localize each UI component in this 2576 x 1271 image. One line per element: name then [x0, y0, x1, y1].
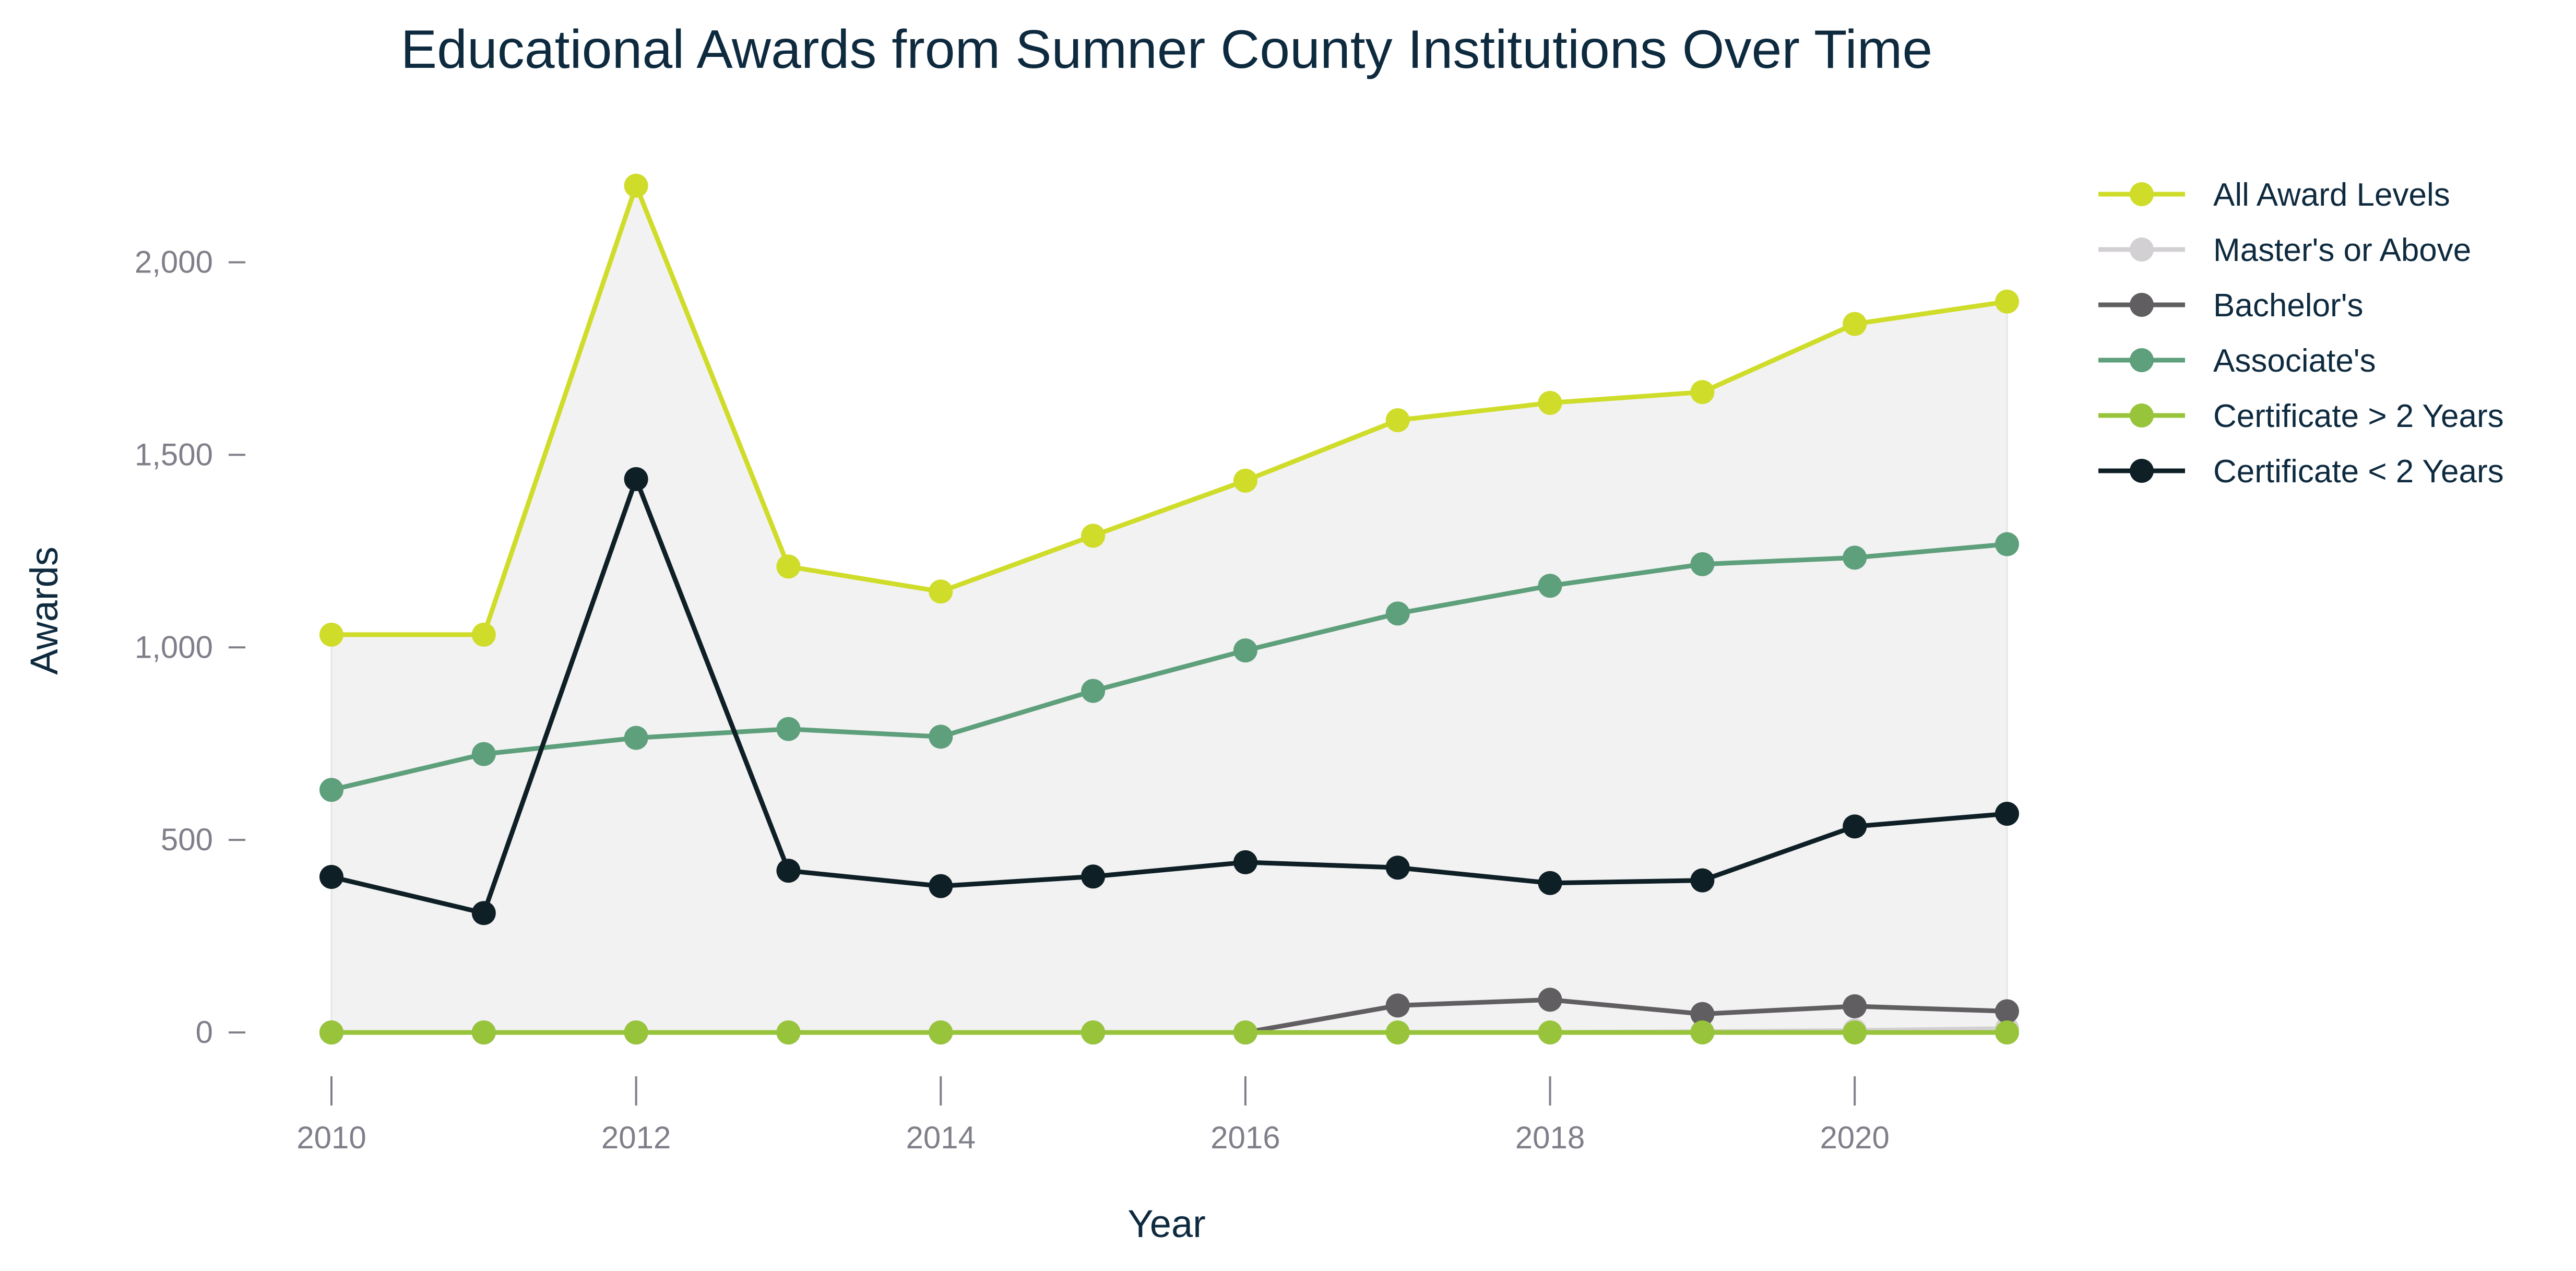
y-tick-label: 2,000	[135, 245, 213, 280]
data-point	[1385, 993, 1410, 1018]
series-line-certificate-2-years	[330, 477, 2008, 916]
data-point	[319, 778, 343, 802]
y-tick-label: 500	[161, 822, 213, 857]
data-point	[471, 901, 496, 925]
plot-area	[319, 173, 2019, 1044]
legend-item: Certificate < 2 Years	[2098, 454, 2504, 490]
series-layer	[319, 173, 2019, 1044]
data-point	[319, 864, 343, 889]
data-point	[1690, 380, 1715, 405]
y-tick-label: 0	[196, 1015, 213, 1050]
data-point	[1995, 999, 2019, 1024]
series-line-associate-s	[330, 542, 2008, 792]
data-point	[1690, 1020, 1715, 1044]
data-point	[1385, 1020, 1410, 1044]
legend-swatch-marker	[2130, 237, 2154, 262]
data-point	[1995, 1020, 2019, 1044]
series-certificate-2-years	[319, 1020, 2019, 1044]
data-point	[1385, 408, 1410, 433]
data-point	[1538, 871, 1562, 895]
data-point	[471, 622, 496, 647]
data-point	[1385, 601, 1410, 626]
legend-swatch-marker	[2130, 348, 2154, 372]
y-tick-label: 1,500	[135, 437, 213, 472]
data-point	[776, 717, 801, 741]
legend-item: All Award Levels	[2098, 177, 2450, 213]
data-point	[1995, 801, 2019, 826]
series-line-all-award-levels	[331, 183, 2008, 637]
data-point	[471, 742, 496, 766]
legend-swatch-marker	[2130, 403, 2154, 427]
legend-label: Certificate < 2 Years	[2213, 454, 2504, 490]
legend-label: Bachelor's	[2213, 288, 2364, 324]
data-point	[776, 554, 801, 579]
x-tick-label: 2012	[601, 1120, 671, 1155]
data-point	[1081, 524, 1106, 548]
series-all-award-levels	[319, 173, 2019, 647]
y-tick-label: 1,000	[135, 629, 213, 664]
data-point	[319, 1020, 343, 1044]
data-point	[1538, 988, 1562, 1012]
legend-swatch-marker	[2130, 459, 2154, 483]
y-axis: 0 500 1,000 1,500 2,000	[135, 245, 245, 1050]
data-point	[624, 1020, 648, 1044]
data-point	[1690, 868, 1715, 893]
legend-swatch-marker	[2130, 182, 2154, 206]
data-point	[929, 874, 953, 898]
legend-label: Associate's	[2213, 343, 2376, 379]
data-point	[1081, 1020, 1106, 1044]
x-tick-label: 2010	[296, 1120, 366, 1155]
legend-item: Associate's	[2098, 343, 2376, 379]
data-point	[776, 1020, 801, 1044]
area-fill	[330, 183, 2008, 1034]
data-point	[1233, 638, 1257, 663]
x-tick-label: 2020	[1820, 1120, 1889, 1155]
data-point	[1995, 289, 2019, 314]
data-point	[929, 1020, 953, 1044]
data-point	[1081, 864, 1106, 889]
legend-item: Bachelor's	[2098, 288, 2364, 324]
data-point	[624, 726, 648, 750]
series-certificate-2-years	[319, 467, 2019, 925]
series-associate-s	[319, 532, 2019, 802]
data-point	[1081, 679, 1106, 703]
data-point	[1233, 468, 1257, 493]
data-point	[1843, 814, 1867, 839]
data-point	[929, 724, 953, 749]
data-point	[1843, 545, 1867, 570]
x-tick-label: 2014	[906, 1120, 976, 1155]
x-axis-title: Year	[1127, 1202, 1206, 1245]
data-point	[624, 173, 648, 198]
data-point	[1538, 574, 1562, 598]
data-point	[1843, 1020, 1867, 1044]
legend-label: Certificate > 2 Years	[2213, 398, 2504, 434]
data-point	[1538, 1020, 1562, 1044]
data-point	[1538, 390, 1562, 415]
data-point	[624, 467, 648, 491]
data-point	[1233, 1020, 1257, 1044]
data-point	[1843, 312, 1867, 336]
data-point	[1385, 856, 1410, 880]
x-tick-label: 2018	[1515, 1120, 1585, 1155]
legend-item: Master's or Above	[2098, 232, 2471, 268]
data-point	[319, 622, 343, 647]
data-point	[776, 859, 801, 883]
data-point	[1843, 994, 1867, 1018]
y-axis-title: Awards	[22, 547, 66, 674]
chart-title: Educational Awards from Sumner County In…	[401, 19, 1933, 80]
legend-swatch-marker	[2130, 293, 2154, 317]
x-tick-label: 2016	[1210, 1120, 1280, 1155]
data-point	[1233, 850, 1257, 874]
data-point	[471, 1020, 496, 1044]
data-point	[1995, 532, 2019, 556]
data-point	[1690, 552, 1715, 576]
data-point	[1690, 1002, 1715, 1026]
legend-label: Master's or Above	[2213, 232, 2471, 268]
legend: All Award Levels Master's or Above Bachelo…	[2098, 177, 2504, 490]
legend-item: Certificate > 2 Years	[2098, 398, 2504, 434]
data-point	[929, 579, 953, 604]
x-axis: 2010 2012 2014 2016 2018 2020	[296, 1076, 1890, 1155]
legend-label: All Award Levels	[2213, 177, 2450, 213]
